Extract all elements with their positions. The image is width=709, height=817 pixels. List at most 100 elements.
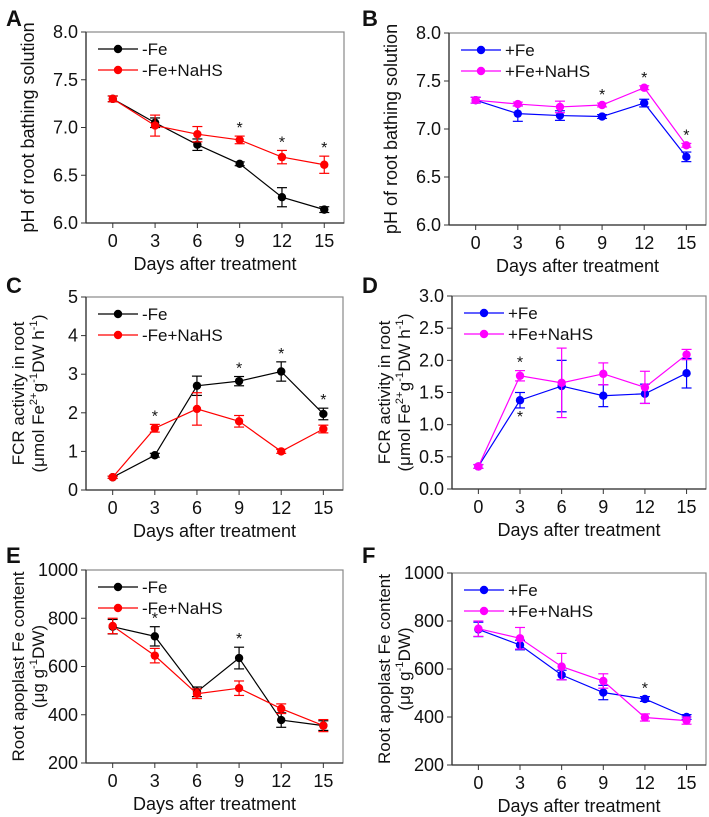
y-tick-label: 400 xyxy=(414,707,444,727)
series-line xyxy=(477,354,687,467)
y-tick-label: 6.0 xyxy=(416,215,441,235)
x-tick-label: 3 xyxy=(515,773,525,793)
legend-label: -Fe+NaHS xyxy=(142,61,223,80)
legend-marker xyxy=(113,603,123,613)
legend-label: -Fe+NaHS xyxy=(142,599,223,618)
legend-label: +Fe xyxy=(508,304,538,323)
y-axis-label-part: g xyxy=(395,382,414,391)
legend-label: -Fe xyxy=(142,40,168,59)
significance-star: * xyxy=(642,681,648,698)
data-point xyxy=(319,424,328,434)
data-point xyxy=(108,621,117,631)
data-point xyxy=(640,694,650,704)
data-point xyxy=(277,152,287,162)
y-axis-label-part: DW) xyxy=(395,627,414,661)
y-axis-label-part: FCR activity in root xyxy=(9,321,28,465)
y-axis-label-part: (μg g xyxy=(29,669,48,708)
x-tick-label: 6 xyxy=(557,497,567,517)
series-line xyxy=(478,628,687,722)
y-tick-label: 0 xyxy=(68,480,78,500)
data-point xyxy=(320,160,329,169)
data-point xyxy=(277,704,286,713)
y-axis-label-part: Root apoplast Fe content xyxy=(9,571,28,761)
data-point xyxy=(597,100,607,110)
y-axis-label-part: DW) xyxy=(29,625,48,659)
y-tick-label: 2.5 xyxy=(419,318,444,338)
x-tick-label: 0 xyxy=(473,497,483,517)
y-axis-label-superscript: -1 xyxy=(394,372,406,382)
series-line xyxy=(477,372,687,467)
x-tick-label: 3 xyxy=(515,497,525,517)
y-tick-label: 7.0 xyxy=(53,118,78,138)
data-point xyxy=(150,424,160,433)
x-tick-label: 0 xyxy=(473,773,483,793)
series-+Fe xyxy=(473,621,692,722)
y-axis-label: (μg g-1 DW) xyxy=(28,625,48,708)
data-point xyxy=(320,205,329,214)
series-+Fe xyxy=(473,357,692,471)
x-tick-label: 15 xyxy=(676,233,696,253)
y-tick-label: 200 xyxy=(48,753,78,773)
data-point xyxy=(192,381,202,390)
legend-marker xyxy=(479,329,489,339)
y-tick-label: 1000 xyxy=(404,563,444,583)
y-tick-label: 600 xyxy=(48,657,78,677)
y-axis-label-superscript: -1 xyxy=(28,659,40,669)
legend-marker xyxy=(113,44,123,54)
x-axis-label: Days after treatment xyxy=(133,254,296,274)
x-tick-label: 6 xyxy=(555,233,565,253)
y-tick-label: 200 xyxy=(414,755,444,775)
data-point xyxy=(557,662,566,671)
data-point xyxy=(599,391,608,400)
series--Fe+NaHS xyxy=(107,617,329,733)
series--Fe xyxy=(107,94,330,214)
x-tick-label: 0 xyxy=(108,771,118,791)
legend-marker xyxy=(479,585,489,595)
y-axis-label: FCR activity in root xyxy=(375,320,394,464)
data-point xyxy=(599,676,608,686)
significance-star: * xyxy=(237,120,243,137)
y-axis-label-part: DW h xyxy=(395,329,414,372)
data-point xyxy=(640,98,649,108)
y-tick-label: 4 xyxy=(68,326,78,346)
x-tick-label: 3 xyxy=(150,498,160,518)
x-tick-label: 9 xyxy=(598,773,608,793)
y-tick-label: 800 xyxy=(48,608,78,628)
x-tick-label: 15 xyxy=(313,771,333,791)
data-point xyxy=(515,634,525,643)
series-line xyxy=(112,625,324,727)
x-tick-label: 12 xyxy=(271,498,291,518)
significance-star: * xyxy=(152,408,158,425)
data-point xyxy=(234,417,244,426)
y-axis-label-part: g xyxy=(29,383,48,392)
y-tick-label: 7.0 xyxy=(416,119,441,139)
significance-star: * xyxy=(278,346,284,363)
legend-label: +Fe xyxy=(505,41,535,60)
x-axis-label: Days after treatment xyxy=(497,520,660,540)
y-axis-label: Root apoplast Fe content xyxy=(375,574,394,764)
y-axis-label: (μmol Fe2+ g-1 DW h-1 ) xyxy=(28,314,48,472)
data-point xyxy=(599,369,608,379)
x-tick-label: 12 xyxy=(635,773,655,793)
y-axis-label: Root apoplast Fe content xyxy=(9,571,28,761)
x-tick-label: 6 xyxy=(192,498,202,518)
y-axis-label-part: FCR activity in root xyxy=(375,320,394,464)
panel-letter: B xyxy=(362,6,378,31)
data-point xyxy=(150,451,160,460)
y-axis-label-part: pH of root bathing solution xyxy=(381,24,401,234)
data-point xyxy=(597,112,607,121)
data-point xyxy=(640,83,649,92)
legend-marker xyxy=(113,330,123,340)
x-tick-label: 6 xyxy=(192,771,202,791)
x-tick-label: 15 xyxy=(314,231,334,251)
x-tick-label: 12 xyxy=(635,497,655,517)
series-line xyxy=(112,98,325,166)
y-axis-label-part: Root apoplast Fe content xyxy=(375,574,394,764)
y-axis-label: (μg g-1 DW) xyxy=(394,627,414,710)
panel-letter: E xyxy=(6,543,21,568)
data-point xyxy=(319,409,328,419)
legend-label: +Fe+NaHS xyxy=(508,602,593,621)
x-tick-label: 3 xyxy=(150,771,160,791)
